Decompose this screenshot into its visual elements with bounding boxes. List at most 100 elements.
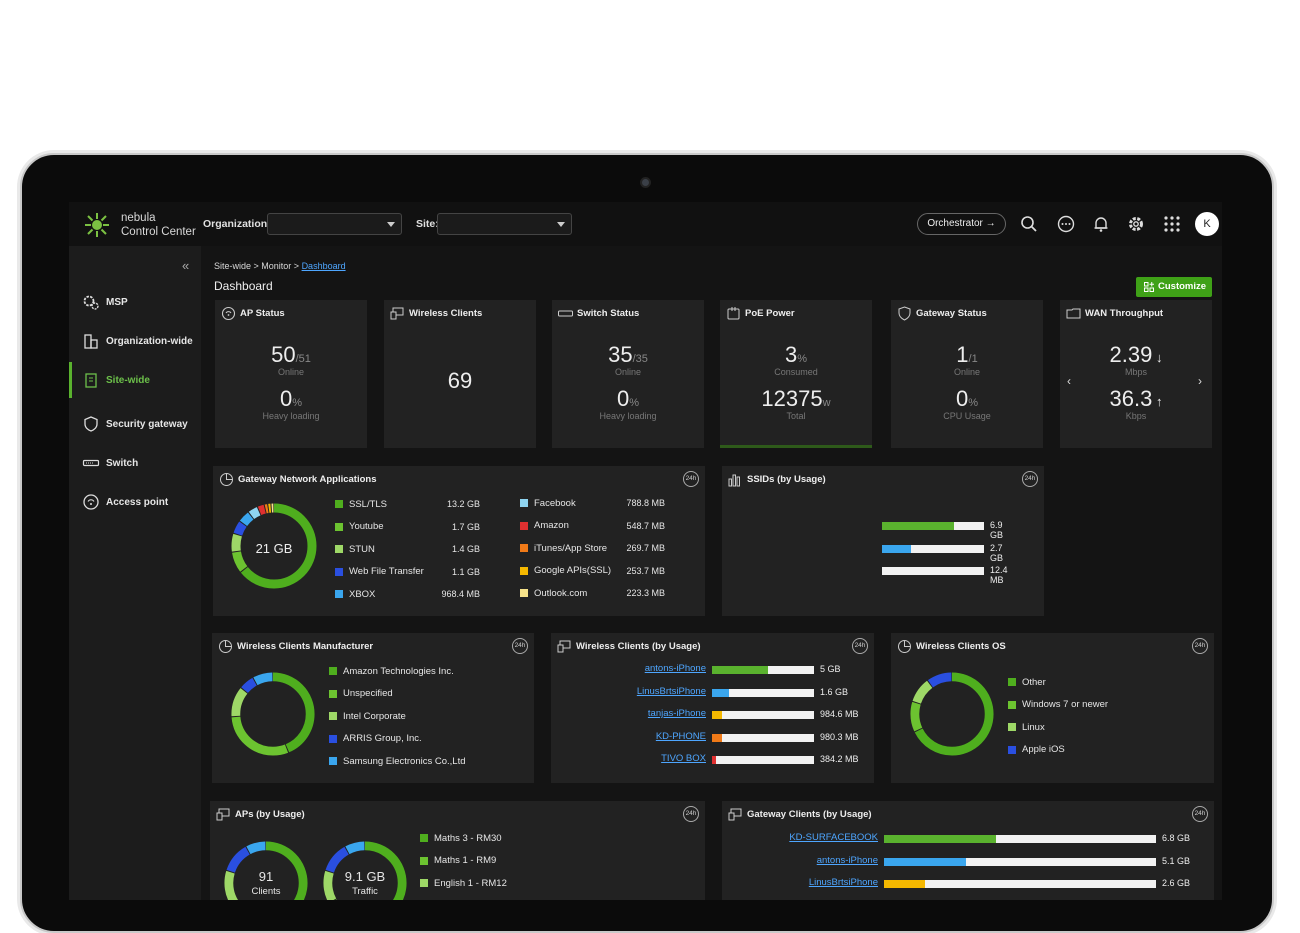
chevron-left-icon[interactable]: ‹: [1067, 374, 1071, 388]
wireless-clients-manufacturer-card[interactable]: Wireless Clients Manufacturer 24h Amazon…: [212, 633, 534, 783]
sidebar-item-access-point[interactable]: Access point: [69, 484, 201, 520]
legend-item[interactable]: Intel Corporate: [329, 705, 529, 728]
gateway-clients-by-usage-card[interactable]: Gateway Clients (by Usage) 24h KD-SURFAC…: [722, 801, 1214, 900]
site-select[interactable]: [437, 213, 572, 235]
legend-item[interactable]: Other: [1008, 671, 1208, 694]
sidebar-item-msp[interactable]: MSP: [69, 284, 201, 320]
ap-clients-segment-0[interactable]: [224, 841, 308, 900]
sidebar-item-organization-wide[interactable]: Organization-wide: [69, 323, 201, 359]
legend-item[interactable]: English 1 - RM12: [420, 872, 620, 895]
breadcrumb-monitor[interactable]: Monitor: [261, 261, 292, 271]
time-range-24h-badge[interactable]: 24h: [512, 638, 528, 654]
legend-item[interactable]: iTunes/App Store 269.7 MB: [520, 537, 665, 560]
orchestrator-button[interactable]: Orchestrator →: [917, 213, 1006, 235]
client-link[interactable]: TIVO BOX: [661, 753, 706, 764]
switch-total-count: 35: [635, 353, 648, 365]
legend-item[interactable]: Amazon 548.7 MB: [520, 515, 665, 538]
ssids-by-usage-card[interactable]: SSIDs (by Usage) 24h 6.9 GB 2.7 GB 12.4 MB: [722, 466, 1044, 616]
legend-label: Youtube: [349, 521, 384, 533]
bell-icon[interactable]: [1092, 215, 1110, 233]
legend-item[interactable]: Maths 1 - RM9: [420, 850, 620, 873]
client-link[interactable]: LinusBrtsiPhone: [636, 685, 706, 697]
sidebar-item-security-gateway[interactable]: Security gateway: [69, 406, 201, 442]
legend-label: Apple iOS: [1022, 744, 1065, 756]
switch-status-card[interactable]: Switch Status 35/35 Online 0% Heavy load…: [552, 300, 704, 448]
client-link[interactable]: KD-PHONE: [655, 730, 706, 742]
legend-swatch: [420, 834, 428, 843]
user-avatar[interactable]: K: [1195, 212, 1219, 236]
legend-item[interactable]: Maths 3 - RM30: [420, 827, 620, 850]
time-range-24h-badge[interactable]: 24h: [1192, 638, 1208, 654]
gateway-network-applications-card[interactable]: Gateway Network Applications 24h 21 GB S…: [213, 466, 705, 616]
poe-power-card[interactable]: PoE Power 3% Consumed 12375w Total: [720, 300, 872, 448]
client-link[interactable]: LinusBrtsiPhone: [808, 877, 878, 888]
legend-value: 253.7 MB: [626, 565, 665, 576]
client-link[interactable]: tanjas-iPhone: [647, 708, 706, 719]
legend-label: Web File Transfer: [349, 566, 424, 578]
application-segment-0[interactable]: [231, 503, 317, 589]
client-link[interactable]: antons-iPhone: [644, 663, 706, 674]
legend-item[interactable]: STUN 1.4 GB: [335, 538, 480, 561]
sidebar-item-site-wide[interactable]: Site-wide: [69, 362, 201, 398]
legend-item[interactable]: Apple iOS: [1008, 739, 1208, 762]
legend-item[interactable]: ARRIS Group, Inc.: [329, 728, 529, 751]
search-icon[interactable]: [1020, 215, 1038, 233]
sidebar-item-switch[interactable]: Switch: [69, 445, 201, 481]
switch-heavy-value: 0%: [552, 386, 704, 412]
time-range-24h-badge[interactable]: 24h: [1192, 806, 1208, 822]
legend-item[interactable]: SSL/TLS 13.2 GB: [335, 493, 480, 516]
client-link[interactable]: antons-iPhone: [816, 854, 878, 866]
manufacturer-segment-1[interactable]: [231, 672, 315, 756]
legend-item[interactable]: Amazon Technologies Inc.: [329, 660, 529, 683]
switch-heavy-label: Heavy loading: [599, 411, 657, 421]
gear-icon[interactable]: [1127, 215, 1145, 233]
application-segment-2[interactable]: [231, 503, 317, 589]
ap-clients-segment-2[interactable]: [224, 841, 308, 900]
access-point-icon: [221, 306, 236, 321]
manufacturer-segment-0[interactable]: [231, 672, 315, 756]
folder-icon: [1066, 308, 1081, 319]
os-segment-1[interactable]: [910, 672, 994, 756]
legend-item[interactable]: Youtube 1.7 GB: [335, 516, 480, 539]
time-range-24h-badge[interactable]: 24h: [852, 638, 868, 654]
legend-label: Intel Corporate: [343, 710, 406, 722]
usage-value: 5 GB: [820, 664, 841, 674]
customize-button[interactable]: Customize: [1136, 277, 1212, 297]
legend-label: Outlook.com: [534, 587, 588, 599]
chevron-right-icon[interactable]: ›: [1198, 374, 1202, 388]
gateway-status-card[interactable]: Gateway Status 1/1 Online 0% CPU Usage: [891, 300, 1043, 448]
os-segment-0[interactable]: [910, 672, 994, 756]
legend-item[interactable]: Linux: [1008, 716, 1208, 739]
legend-item[interactable]: Facebook 788.8 MB: [520, 492, 665, 515]
usage-bar-fill: [884, 835, 996, 843]
gateway-cpu-label: CPU Usage: [943, 411, 991, 421]
usage-value: 6.9 GB: [990, 520, 1004, 540]
legend-item[interactable]: Samsung Electronics Co.,Ltd: [329, 750, 529, 773]
ap-traffic-segment-0[interactable]: [323, 841, 407, 900]
legend-item[interactable]: Unspecified: [329, 683, 529, 706]
legend-item[interactable]: Windows 7 or newer: [1008, 694, 1208, 717]
chat-icon[interactable]: [1057, 215, 1075, 233]
ap-traffic-segment-2[interactable]: [323, 841, 407, 900]
client-link[interactable]: KD-SURFACEBOOK: [789, 832, 878, 843]
wireless-clients-card[interactable]: Wireless Clients 69: [384, 300, 536, 448]
wireless-clients-by-usage-card[interactable]: Wireless Clients (by Usage) 24h antons-i…: [551, 633, 874, 783]
breadcrumb-site-wide[interactable]: Site-wide: [214, 261, 252, 271]
organization-select[interactable]: [267, 213, 402, 235]
time-range-24h-badge[interactable]: 24h: [683, 806, 699, 822]
time-range-24h-badge[interactable]: 24h: [683, 471, 699, 487]
wireless-clients-os-card[interactable]: Wireless Clients OS 24h Other Windows 7 o…: [891, 633, 1214, 783]
legend-item[interactable]: Outlook.com 223.3 MB: [520, 582, 665, 605]
collapse-sidebar-icon[interactable]: «: [182, 258, 190, 273]
apps-grid-icon[interactable]: [1163, 215, 1181, 233]
legend-item[interactable]: Google APIs(SSL) 253.7 MB: [520, 560, 665, 583]
breadcrumb-dashboard[interactable]: Dashboard: [301, 261, 346, 271]
time-range-24h-badge[interactable]: 24h: [1022, 471, 1038, 487]
aps-by-usage-card[interactable]: APs (by Usage) 24h 91 Clients 9.1 GB Tra…: [210, 801, 705, 900]
wan-throughput-card[interactable]: WAN Throughput ‹ › 2.39 ↓ Mbps 36.3 ↑ Kb…: [1060, 300, 1212, 448]
ap-status-card[interactable]: AP Status 50/51 Online 0% Heavy loading: [215, 300, 367, 448]
usage-value: 6.8 GB: [1162, 833, 1191, 843]
manufacturer-segment-2[interactable]: [231, 672, 315, 756]
legend-item[interactable]: Web File Transfer 1.1 GB: [335, 561, 480, 584]
legend-item[interactable]: XBOX 968.4 MB: [335, 583, 480, 606]
